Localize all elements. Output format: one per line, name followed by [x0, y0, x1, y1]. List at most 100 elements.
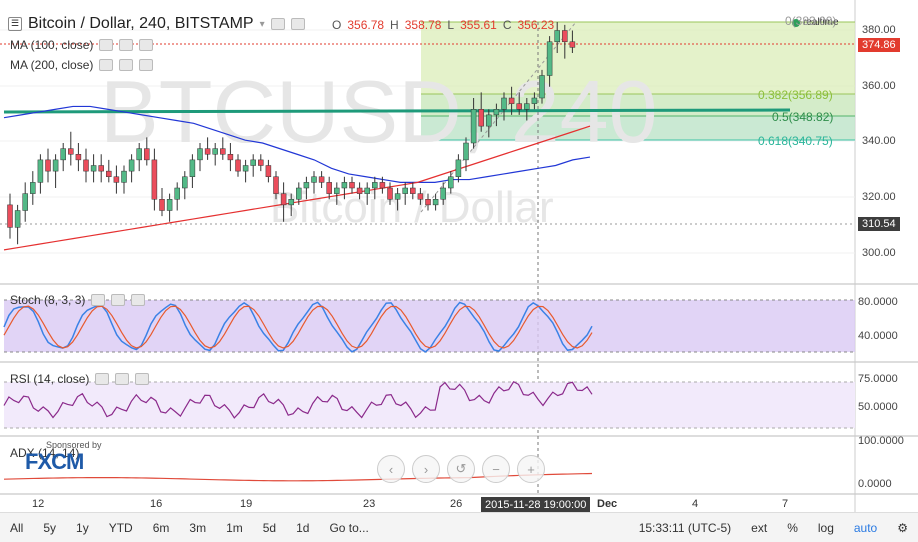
candle-body[interactable] — [242, 165, 249, 172]
candle-body[interactable] — [273, 176, 279, 194]
candle-body[interactable] — [455, 159, 462, 177]
menu-icon[interactable]: ☰ — [8, 17, 22, 31]
eye-icon[interactable] — [99, 59, 114, 71]
candle-body[interactable] — [75, 154, 82, 161]
range-1m-button[interactable]: 1m — [226, 520, 243, 535]
candle-body[interactable] — [562, 30, 568, 42]
candle-body[interactable] — [159, 199, 165, 211]
candle-body[interactable] — [356, 187, 363, 194]
candle-body[interactable] — [546, 41, 553, 76]
candle-body[interactable] — [30, 182, 36, 194]
scroll-right-button[interactable]: › — [412, 455, 440, 483]
candle-body[interactable] — [83, 159, 89, 172]
candle-body[interactable] — [288, 199, 294, 206]
candle-body[interactable] — [265, 165, 272, 177]
range-5y-button[interactable]: 5y — [43, 520, 57, 535]
ma100-legend[interactable]: MA (100, close) — [10, 38, 154, 52]
candle-body[interactable] — [258, 159, 264, 166]
symbol-header[interactable]: ☰ Bitcoin / Dollar, 240, BITSTAMP ▾ — [8, 15, 305, 33]
close-icon[interactable] — [135, 373, 150, 385]
symbol-title[interactable]: Bitcoin / Dollar, 240, BITSTAMP — [28, 15, 254, 32]
zoom-in-button[interactable]: + — [517, 455, 545, 483]
candle-body[interactable] — [311, 176, 317, 183]
candle-body[interactable] — [341, 182, 348, 189]
candle-body[interactable] — [539, 75, 545, 99]
candle-body[interactable] — [394, 193, 401, 200]
candle-body[interactable] — [235, 159, 241, 172]
candle-body[interactable] — [280, 193, 287, 206]
candle-body[interactable] — [501, 97, 507, 110]
candle-body[interactable] — [334, 187, 340, 194]
candle-body[interactable] — [493, 109, 500, 116]
candle-body[interactable] — [524, 103, 530, 110]
range-1d-button[interactable]: 1d — [296, 520, 310, 535]
goto-button[interactable]: Go to... — [329, 520, 369, 535]
candle-body[interactable] — [90, 165, 97, 172]
candle-body[interactable] — [531, 97, 538, 104]
zoom-out-button[interactable]: − — [482, 455, 510, 483]
candle-body[interactable] — [227, 154, 234, 161]
range-3m-button[interactable]: 3m — [189, 520, 207, 535]
candle-body[interactable] — [166, 199, 173, 211]
range-5d-button[interactable]: 5d — [262, 520, 277, 535]
range-6m-button[interactable]: 6m — [152, 520, 170, 535]
candle-body[interactable] — [52, 159, 59, 172]
stoch-label[interactable]: Stoch (8, 3, 3) — [10, 293, 86, 307]
eye-icon[interactable] — [99, 39, 114, 51]
adx-label[interactable]: ADX (14, 14) — [10, 446, 80, 460]
eye-icon[interactable] — [91, 294, 106, 306]
candle-body[interactable] — [250, 159, 256, 166]
candle-body[interactable] — [379, 182, 386, 189]
settings-icon[interactable] — [119, 39, 134, 51]
candle-body[interactable] — [113, 176, 120, 183]
candle-body[interactable] — [440, 187, 446, 200]
close-icon[interactable] — [139, 59, 154, 71]
log-button[interactable]: log — [817, 520, 834, 535]
ext-button[interactable]: ext — [751, 520, 768, 535]
candle-body[interactable] — [128, 159, 135, 172]
candle-body[interactable] — [22, 193, 28, 211]
chart-area[interactable]: BTCUSD, 240 Bitcoin / Dollar — [0, 0, 918, 512]
candle-body[interactable] — [425, 199, 431, 206]
candle-body[interactable] — [470, 109, 477, 144]
candle-body[interactable] — [14, 210, 21, 228]
candle-body[interactable] — [68, 148, 74, 155]
candle-body[interactable] — [478, 109, 484, 127]
candle-body[interactable] — [508, 97, 515, 104]
candle-body[interactable] — [417, 193, 424, 200]
candle-body[interactable] — [136, 148, 142, 161]
close-icon[interactable] — [131, 294, 146, 306]
candle-body[interactable] — [303, 182, 310, 189]
candles[interactable] — [7, 22, 576, 245]
rsi-label[interactable]: RSI (14, close) — [10, 372, 90, 386]
candle-body[interactable] — [197, 148, 203, 161]
rsi-legend[interactable]: RSI (14, close) — [10, 372, 150, 386]
candle-body[interactable] — [220, 148, 226, 155]
settings-icon[interactable] — [270, 18, 285, 30]
candle-body[interactable] — [7, 204, 13, 228]
candle-body[interactable] — [326, 182, 332, 194]
reset-chart-button[interactable]: ↺ — [447, 455, 475, 483]
candle-body[interactable] — [144, 148, 150, 161]
candle-body[interactable] — [174, 187, 180, 200]
auto-button[interactable]: auto — [853, 520, 878, 535]
candle-body[interactable] — [554, 30, 560, 42]
candle-body[interactable] — [372, 182, 378, 189]
range-1y-button[interactable]: 1y — [76, 520, 89, 535]
candle-body[interactable] — [486, 114, 492, 127]
candle-body[interactable] — [151, 159, 158, 200]
candle-body[interactable] — [410, 187, 416, 194]
candle-body[interactable] — [37, 159, 44, 183]
candle-body[interactable] — [296, 187, 302, 200]
candle-body[interactable] — [204, 148, 211, 155]
candle-body[interactable] — [318, 176, 325, 183]
percent-button[interactable]: % — [787, 520, 798, 535]
candle-body[interactable] — [212, 148, 218, 155]
horizontal-trend-line[interactable] — [3, 108, 791, 114]
candle-body[interactable] — [349, 182, 355, 189]
close-icon[interactable] — [139, 39, 154, 51]
settings-icon[interactable] — [119, 59, 134, 71]
candle-body[interactable] — [432, 199, 439, 206]
ma200-label[interactable]: MA (200, close) — [10, 58, 94, 72]
adx-legend[interactable]: ADX (14, 14) — [10, 446, 79, 460]
